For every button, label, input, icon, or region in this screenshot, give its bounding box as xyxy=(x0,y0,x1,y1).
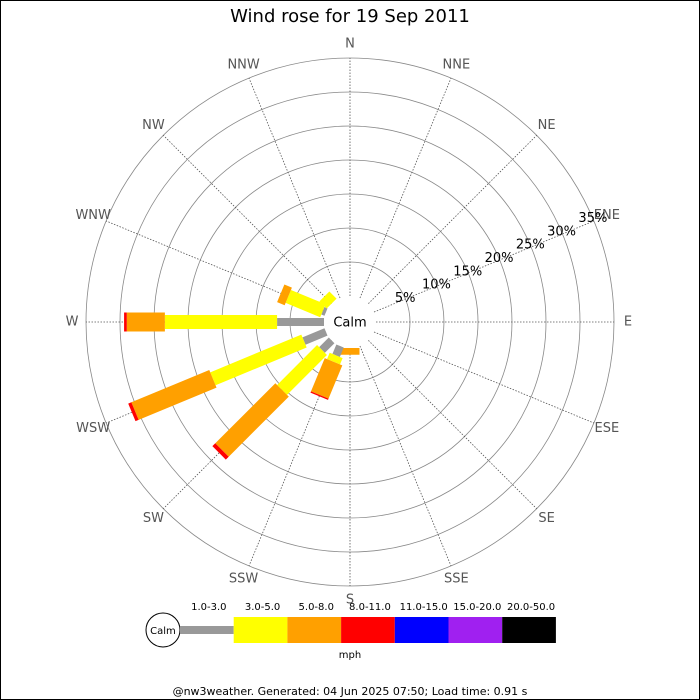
bar-segment xyxy=(302,328,328,345)
ring-label: 10% xyxy=(422,278,451,293)
legend-swatch xyxy=(233,617,288,643)
bar-segment xyxy=(340,348,360,355)
bar-segment xyxy=(310,358,343,399)
ring-label: 35% xyxy=(578,211,607,226)
bar-segment xyxy=(131,370,217,420)
bar-segment xyxy=(319,337,335,353)
direction-label: SSW xyxy=(229,571,259,586)
legend-label: 5.0-8.0 xyxy=(299,602,334,613)
direction-label: ESE xyxy=(594,421,619,436)
direction-label: NW xyxy=(142,118,165,133)
bar-segment xyxy=(277,345,327,395)
legend-label: 8.0-11.0 xyxy=(349,602,391,613)
direction-label: SSE xyxy=(444,571,469,586)
chart-title: Wind rose for 19 Sep 2011 xyxy=(230,6,470,27)
direction-label: SW xyxy=(143,511,164,526)
ring-label: 20% xyxy=(485,251,514,266)
legend-calm-label: Calm xyxy=(150,626,176,637)
spoke xyxy=(368,135,537,304)
calm-circle xyxy=(326,298,374,346)
ring-label: 15% xyxy=(453,264,482,279)
legend-label: 3.0-5.0 xyxy=(245,602,280,613)
spoke xyxy=(373,331,595,424)
legend-swatch xyxy=(287,617,342,643)
bar-segment xyxy=(128,402,139,422)
direction-label: S xyxy=(346,593,354,608)
direction-label: SE xyxy=(538,511,554,526)
bar-segment xyxy=(215,383,289,457)
bar-segment xyxy=(124,312,127,332)
ring-label: 25% xyxy=(516,238,545,253)
bar-segment xyxy=(327,352,343,365)
bar-segment xyxy=(212,443,229,460)
bar-segment xyxy=(164,315,278,329)
ring-label: 5% xyxy=(395,291,416,306)
bar-segment xyxy=(319,291,337,309)
bar-segment xyxy=(332,344,344,357)
legend-unit: mph xyxy=(339,650,361,661)
bar-segment xyxy=(277,284,292,306)
spoke xyxy=(373,220,595,313)
bar-segment xyxy=(277,318,324,326)
spoke xyxy=(359,77,452,299)
legend-label: 15.0-20.0 xyxy=(453,602,501,613)
direction-label: WSW xyxy=(76,421,110,436)
direction-label: NE xyxy=(538,118,556,133)
direction-label: ENE xyxy=(594,208,620,223)
spoke xyxy=(359,345,452,567)
direction-label: W xyxy=(66,315,79,330)
spoke xyxy=(248,77,341,299)
legend-label: 20.0-50.0 xyxy=(507,602,555,613)
bar-segment xyxy=(210,334,307,386)
legend-swatch xyxy=(448,617,503,643)
legend-swatch xyxy=(502,617,556,643)
spoke xyxy=(163,135,332,304)
legend-swatch xyxy=(180,626,234,634)
calm-label: Calm xyxy=(333,316,366,331)
bar-segment xyxy=(126,312,165,332)
direction-label: E xyxy=(624,315,632,330)
direction-label: N xyxy=(345,37,355,52)
legend-label: 11.0-15.0 xyxy=(400,602,448,613)
direction-label: NNE xyxy=(443,58,471,73)
legend-label: 1.0-3.0 xyxy=(191,602,226,613)
direction-label: WNW xyxy=(75,208,111,223)
legend-swatch xyxy=(341,617,395,643)
footer: @nw3weather. Generated: 04 Jun 2025 07:5… xyxy=(173,685,528,698)
spoke xyxy=(368,340,537,509)
bar-segment xyxy=(321,307,328,316)
direction-label: NNW xyxy=(227,58,259,73)
ring-label: 30% xyxy=(547,224,576,239)
bar-segment xyxy=(310,391,329,400)
legend-swatch xyxy=(394,617,449,643)
bar-segment xyxy=(285,289,326,318)
